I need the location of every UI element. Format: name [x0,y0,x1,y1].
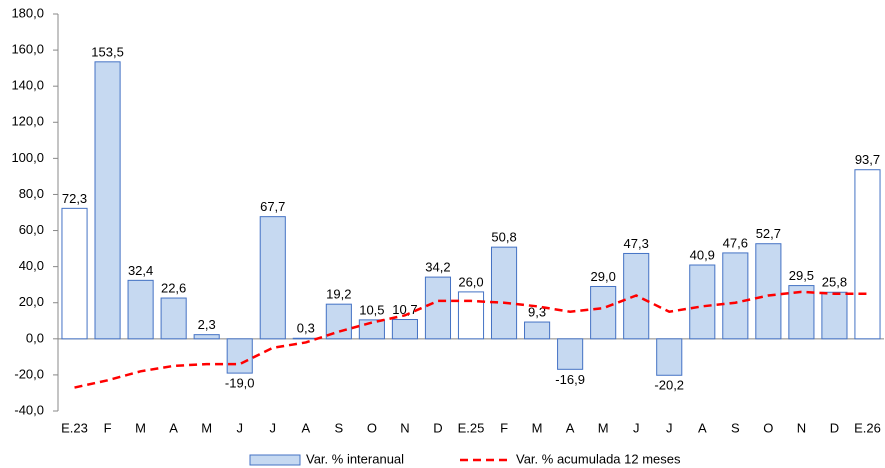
x-tick-label: N [400,420,409,435]
y-tick-label: 100,0 [11,150,44,165]
data-label: 2,3 [198,317,216,332]
y-tick-label: -40,0 [14,402,44,417]
bar [160,297,187,340]
x-tick-label: A [698,420,707,435]
x-tick-label: O [763,420,773,435]
bar [788,285,815,340]
data-label: -20,2 [654,378,684,393]
bar [94,61,121,340]
x-tick-label: S [335,420,344,435]
data-label: 67,7 [260,199,285,214]
line [74,290,868,389]
x-tick-label: D [433,420,442,435]
x-tick-label: E.25 [458,420,485,435]
bar [557,338,584,370]
data-label: 40,9 [690,247,715,262]
bar [259,216,286,340]
bar [193,334,220,340]
bar [490,246,518,340]
y-tick-label: 0,0 [26,330,44,345]
data-label: 10,7 [392,302,417,317]
y-tick-label: 160,0 [11,42,44,57]
y-tick-label: 60,0 [19,222,44,237]
bar [689,264,716,340]
bar [424,276,452,340]
bar [457,291,485,340]
bar [623,252,650,340]
y-tick-label: 40,0 [19,258,44,273]
x-tick-label: S [731,420,740,435]
data-label: 34,2 [425,260,450,275]
x-tick-label: E.26 [854,420,881,435]
y-tick-label: 120,0 [11,114,44,129]
data-label: 32,4 [128,263,153,278]
data-label: 22,6 [161,280,186,295]
data-label: 93,7 [855,152,880,167]
x-tick-label: F [104,420,112,435]
x-tick-label: E.23 [61,420,88,435]
bar [391,319,418,340]
x-tick-label: M [598,420,609,435]
data-label: 153,5 [91,44,124,59]
bar [755,243,782,340]
data-label: 52,7 [756,226,781,241]
data-label: 26,0 [458,274,483,289]
bar [854,169,881,340]
y-tick-label: 180,0 [11,5,44,20]
x-tick-label: J [666,420,673,435]
x-tick-label: J [236,420,243,435]
x-tick-label: O [367,420,377,435]
x-tick-label: A [169,420,178,435]
x-tick-label: N [797,420,806,435]
data-label: 47,6 [723,235,748,250]
bar [722,252,749,340]
bar [127,279,154,340]
x-tick-label: M [135,420,146,435]
legend-label: Var. % interanual [306,451,404,466]
data-label: 72,3 [62,191,87,206]
bar [61,207,88,340]
x-tick-label: M [201,420,212,435]
x-tick-label: A [301,420,310,435]
bar [590,285,617,340]
x-tick-label: D [830,420,839,435]
x-tick-label: J [270,420,277,435]
y-tick-label: -20,0 [14,366,44,381]
bar [226,338,253,374]
data-label: 29,0 [591,269,616,284]
data-label: 19,2 [326,287,351,302]
x-tick-label: J [633,420,640,435]
data-label: -19,0 [225,376,255,391]
data-label: 10,5 [359,302,384,317]
y-tick-label: 20,0 [19,294,44,309]
x-tick-label: M [532,420,543,435]
y-tick-label: 140,0 [11,78,44,93]
bar [821,291,848,340]
x-tick-label: A [566,420,575,435]
legend-label: Var. % acumulada 12 meses [516,451,681,466]
data-label: 47,3 [624,236,649,251]
data-label: 25,8 [822,275,847,290]
data-label: 50,8 [491,230,516,245]
bar [656,338,683,376]
data-label: 29,5 [789,268,814,283]
bar [524,321,551,340]
x-tick-label: F [500,420,508,435]
data-label: -16,9 [555,372,585,387]
legend-swatch [249,454,301,466]
data-label: 0,3 [297,321,315,336]
y-tick-label: 80,0 [19,186,44,201]
